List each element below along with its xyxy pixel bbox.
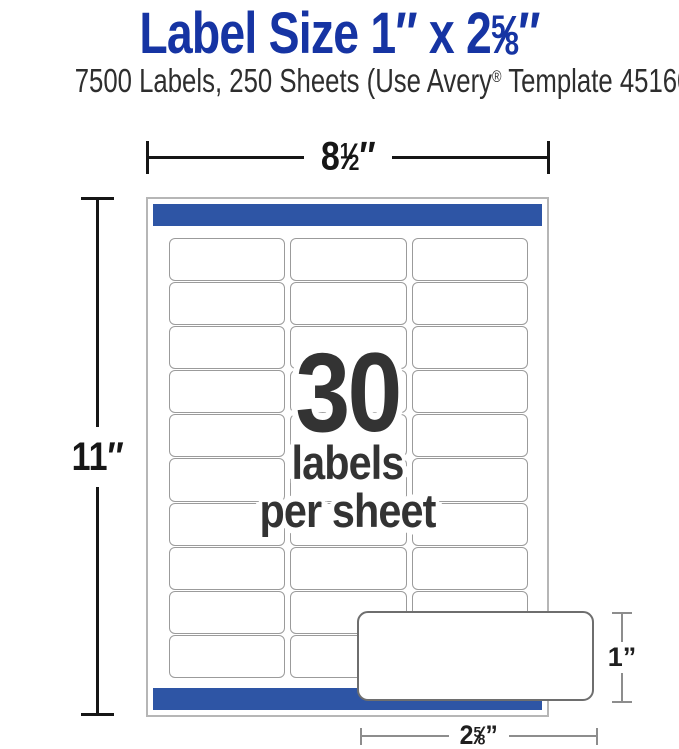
label-cell	[290, 502, 407, 546]
label-cell	[411, 414, 528, 458]
label-cell	[290, 326, 407, 370]
sheet-top-margin-bar	[153, 204, 542, 226]
dimension-tick	[360, 727, 362, 745]
label-count: 30	[295, 330, 402, 455]
sheet-width-label: 81⁄2″	[320, 134, 376, 179]
label-cell	[169, 414, 286, 458]
width-fraction: 1⁄2	[339, 136, 360, 178]
dimension-tick	[612, 701, 632, 703]
label-width-dimension: 25⁄8”	[360, 721, 598, 749]
dimension-line	[362, 735, 450, 737]
label-cell	[169, 238, 286, 282]
label-cell	[169, 370, 286, 414]
dimension-line	[96, 486, 99, 713]
subtitle: 7500 Labels, 250 Sheets (Use Avery® Temp…	[74, 59, 679, 100]
title-unit: ″	[518, 0, 540, 66]
label-sheet: 30 labels per sheet	[146, 197, 549, 717]
callout-width-fraction: 5⁄8	[473, 722, 486, 749]
label-cell	[411, 282, 528, 326]
label-cell	[290, 458, 407, 502]
label-cell	[411, 326, 528, 370]
label-cell	[169, 590, 286, 634]
single-label-callout	[357, 611, 594, 701]
dimension-line	[621, 614, 623, 642]
label-cell	[290, 238, 407, 282]
dimension-tick	[547, 141, 551, 174]
dimension-line	[96, 200, 99, 427]
label-cell	[290, 546, 407, 590]
label-height-label: 1”	[607, 642, 637, 672]
label-cell	[169, 282, 286, 326]
dimension-tick	[81, 197, 114, 200]
title-text: Label Size 1″ x 2	[139, 0, 491, 66]
dimension-tick	[146, 141, 149, 174]
label-cell	[411, 502, 528, 546]
title-fraction: 5⁄8	[490, 5, 519, 65]
subtitle-text-end: Template 45160)	[508, 62, 679, 100]
label-cell	[169, 502, 286, 546]
label-cell	[411, 546, 528, 590]
dimension-line	[508, 735, 596, 737]
label-cell	[290, 370, 407, 414]
sheet-height-label: 11″	[71, 434, 124, 479]
caption-line-2: per sheet	[259, 483, 437, 537]
sheet-width-dimension: 81⁄2″	[146, 136, 551, 177]
labels-per-sheet-caption: 30 labels per sheet	[172, 330, 523, 537]
dimension-tick	[81, 713, 114, 716]
label-height-dimension: 1”	[602, 612, 642, 703]
page-title: Label Size 1″ x 25⁄8″	[68, 0, 611, 72]
dimension-tick	[596, 727, 598, 745]
label-cell	[169, 458, 286, 502]
label-width-label: 25⁄8”	[459, 719, 499, 749]
sheet-height-dimension: 11″	[61, 197, 134, 716]
dimension-tick	[612, 612, 632, 614]
label-cell	[411, 458, 528, 502]
label-cell	[290, 282, 407, 326]
label-cell	[169, 326, 286, 370]
label-cell	[411, 238, 528, 282]
label-cell	[290, 414, 407, 458]
label-cell	[169, 546, 286, 590]
dimension-line	[392, 156, 548, 159]
registered-trademark-symbol: ®	[492, 68, 502, 86]
dimension-line	[149, 156, 304, 159]
dimension-line	[621, 673, 623, 701]
label-cell	[411, 370, 528, 414]
subtitle-text: 7500 Labels, 250 Sheets (Use Avery	[74, 62, 493, 100]
caption-line-1: labels	[291, 435, 405, 489]
label-cell	[169, 634, 286, 678]
